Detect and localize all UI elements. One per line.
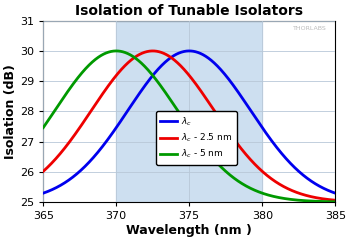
Legend: $\lambda_c$, $\lambda_c$ - 2.5 nm, $\lambda_c$ - 5 nm: $\lambda_c$, $\lambda_c$ - 2.5 nm, $\lam…	[156, 111, 237, 165]
Y-axis label: Isolation (dB): Isolation (dB)	[4, 64, 17, 159]
Bar	[116, 21, 262, 202]
Title: Isolation of Tunable Isolators: Isolation of Tunable Isolators	[75, 4, 303, 18]
Text: THORLABS: THORLABS	[293, 26, 327, 31]
X-axis label: Wavelength (nm ): Wavelength (nm )	[126, 224, 252, 237]
